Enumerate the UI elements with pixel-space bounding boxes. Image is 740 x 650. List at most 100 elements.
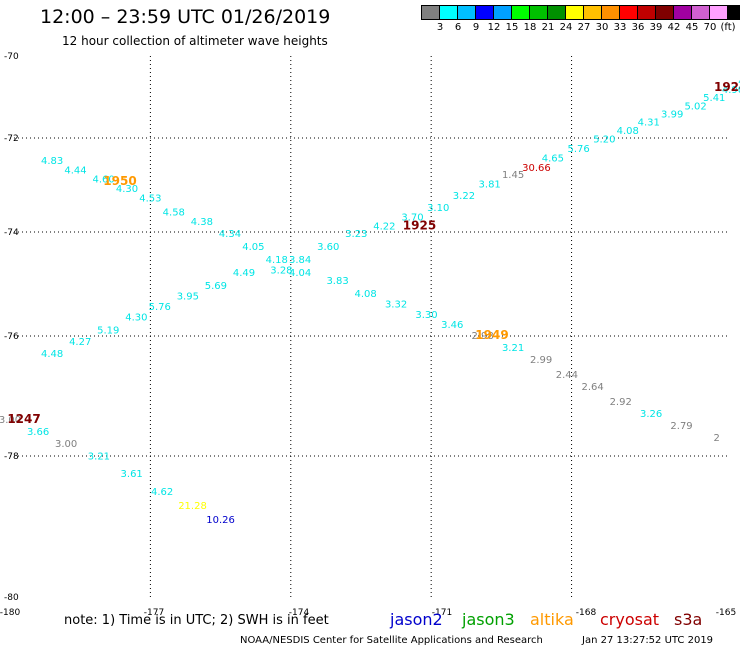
wave-height-point: 5.76 — [149, 302, 171, 313]
color-scale-label: 9 — [472, 22, 480, 33]
x-tick-label: -177 — [143, 608, 165, 618]
legend-jason3: jason3 — [462, 610, 515, 629]
legend-jason2: jason2 — [390, 610, 443, 629]
wave-height-point: 3.00 — [0, 415, 21, 426]
color-swatch — [673, 5, 692, 20]
wave-height-point: 1.45 — [502, 170, 524, 181]
wave-height-point: 4.49 — [233, 268, 255, 279]
wave-height-point: 3.99 — [661, 110, 683, 121]
wave-height-point: 3.00 — [55, 439, 77, 450]
wave-height-point: 4.30 — [125, 312, 147, 323]
y-tick-label: -74 — [4, 228, 19, 238]
wave-height-point: 2.79 — [670, 421, 692, 432]
wave-height-point: 4.44 — [64, 165, 86, 176]
wave-height-point: 3.83 — [326, 276, 348, 287]
color-scale-label: (ft) — [720, 22, 736, 33]
color-swatch — [583, 5, 602, 20]
wave-height-point: 4.64 — [738, 77, 740, 88]
color-swatch — [511, 5, 530, 20]
wave-height-point: 4.83 — [41, 156, 63, 167]
units-note: note: 1) Time is in UTC; 2) SWH is in fe… — [64, 613, 329, 628]
wave-height-point: 3.26 — [640, 409, 662, 420]
wave-height-point: 10.26 — [206, 515, 235, 526]
color-swatch — [439, 5, 458, 20]
wave-height-point: 3.61 — [121, 469, 143, 480]
wave-height-point: 3.22 — [453, 191, 475, 202]
color-scale-label: 3 — [436, 22, 444, 33]
wave-height-point: 4.18 — [266, 255, 288, 266]
x-tick-label: -168 — [575, 608, 597, 618]
wave-height-point: 3.30 — [415, 310, 437, 321]
wave-height-point: 4.60 — [92, 175, 114, 186]
color-scale-label: 33 — [613, 22, 627, 33]
wave-height-point: 4.65 — [542, 154, 564, 165]
wave-height-point: 2.98 — [472, 331, 494, 342]
color-swatch — [709, 5, 728, 20]
color-scale-label: 45 — [685, 22, 699, 33]
wave-height-point: 4.05 — [242, 242, 264, 253]
wave-height-point: 3.21 — [88, 452, 110, 463]
wave-height-point: 3.84 — [289, 255, 311, 266]
color-scale-label: 12 — [487, 22, 501, 33]
chart-title: 12:00 – 23:59 UTC 01/26/2019 — [40, 6, 331, 28]
y-tick-label: -76 — [4, 332, 19, 342]
wave-height-point: 2.99 — [530, 355, 552, 366]
color-swatch — [619, 5, 638, 20]
wave-height-point: 5.41 — [703, 93, 725, 104]
color-swatch — [421, 5, 440, 20]
wave-height-point: 4.58 — [163, 208, 185, 219]
chart-subtitle: 12 hour collection of altimeter wave hei… — [62, 34, 328, 48]
grid-lines — [10, 56, 730, 600]
color-swatch — [691, 5, 710, 20]
wave-height-point: 4.34 — [219, 229, 241, 240]
y-tick-label: -70 — [4, 52, 19, 62]
wave-height-point: 4.04 — [289, 268, 311, 279]
wave-height-point: 3.10 — [427, 203, 449, 214]
legend-cryosat: cryosat — [600, 610, 660, 629]
wave-height-point: 3.32 — [385, 299, 407, 310]
x-tick-label: -171 — [431, 608, 453, 618]
color-swatch — [493, 5, 512, 20]
wave-height-point: 2.44 — [556, 370, 578, 381]
wave-height-point: 4.08 — [617, 126, 639, 137]
color-scale-label: 27 — [577, 22, 591, 33]
pass-time-label: 1247 — [7, 412, 40, 426]
y-tick-label: -80 — [4, 593, 19, 603]
wave-height-point: 4.27 — [69, 337, 91, 348]
color-swatch — [457, 5, 476, 20]
wave-height-point: 5.69 — [205, 281, 227, 292]
color-scale-label: 30 — [595, 22, 609, 33]
y-tick-label: -72 — [4, 134, 19, 144]
wave-height-point: 4.48 — [41, 349, 63, 360]
wave-height-point: 30.66 — [522, 163, 551, 174]
color-swatch — [529, 5, 548, 20]
pass-time-annotations: 1950 1925 1924 1949 1247 — [7, 80, 740, 426]
wave-height-point: 2.64 — [581, 382, 603, 393]
color-scale-label: 36 — [631, 22, 645, 33]
credit-line: NOAA/NESDIS Center for Satellite Applica… — [240, 635, 543, 646]
wave-height-point: 4.90 — [722, 85, 740, 96]
pass-time-label: 1925 — [403, 219, 436, 233]
x-tick-label: -180 — [0, 608, 21, 618]
color-scale-label: 42 — [667, 22, 681, 33]
x-tick-label: -174 — [288, 608, 310, 618]
color-swatch — [475, 5, 494, 20]
legend-s3a: s3a — [674, 610, 703, 629]
pass-time-label: 1950 — [103, 174, 136, 188]
wave-height-point: 4.62 — [151, 487, 173, 498]
wave-height-point: 3.23 — [345, 229, 367, 240]
color-scale-label: 6 — [454, 22, 462, 33]
wave-height-point: 3.21 — [502, 343, 524, 354]
wave-height-point: 21.28 — [178, 501, 207, 512]
color-scale-label: 15 — [505, 22, 519, 33]
wave-height-point: 4.53 — [139, 193, 161, 204]
wave-height-point: 4.22 — [373, 222, 395, 233]
color-swatch — [601, 5, 620, 20]
color-swatch — [727, 5, 740, 20]
wave-height-point: 4.31 — [638, 118, 660, 129]
color-swatch — [565, 5, 584, 20]
wave-height-point: 3.28 — [270, 266, 292, 277]
generated-timestamp: Jan 27 13:27:52 UTC 2019 — [582, 635, 714, 646]
wave-height-point: 3.70 — [401, 212, 423, 223]
